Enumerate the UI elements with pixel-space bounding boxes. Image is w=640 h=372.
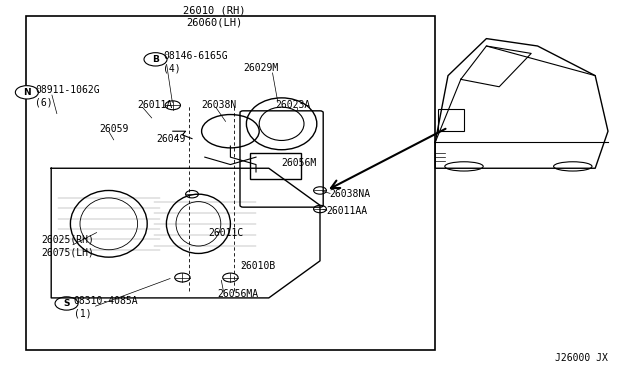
Circle shape [15,86,38,99]
Text: 26056M: 26056M [282,158,317,168]
Bar [250,153,301,179]
Text: 26010B: 26010B [240,262,275,272]
Text: 26038NA: 26038NA [330,189,371,199]
Bar [26,16,435,350]
Circle shape [55,297,78,310]
Text: 08310-4085A
(1): 08310-4085A (1) [74,296,138,318]
Text: 26056MA: 26056MA [218,289,259,299]
Text: 26025(RH)
26075(LH): 26025(RH) 26075(LH) [42,235,95,257]
Text: 26011A: 26011A [138,100,173,110]
Text: J26000 JX: J26000 JX [555,353,608,363]
Text: 26029M: 26029M [243,63,278,73]
Text: 26023A: 26023A [275,100,310,110]
Text: 08146-6165G
(4): 08146-6165G (4) [163,51,228,74]
Text: N: N [23,88,31,97]
Text: 26049: 26049 [157,134,186,144]
Text: 08911-1062G
(6): 08911-1062G (6) [35,85,100,107]
Circle shape [144,53,167,66]
Text: 26011AA: 26011AA [326,206,367,216]
Text: 26059: 26059 [99,124,129,134]
Bar [438,109,464,131]
Text: 26011C: 26011C [208,228,243,238]
Text: 26010 (RH)
26060(LH): 26010 (RH) 26060(LH) [183,6,246,28]
Text: B: B [152,55,159,64]
Text: 26038N: 26038N [202,100,237,110]
Text: S: S [63,299,70,308]
